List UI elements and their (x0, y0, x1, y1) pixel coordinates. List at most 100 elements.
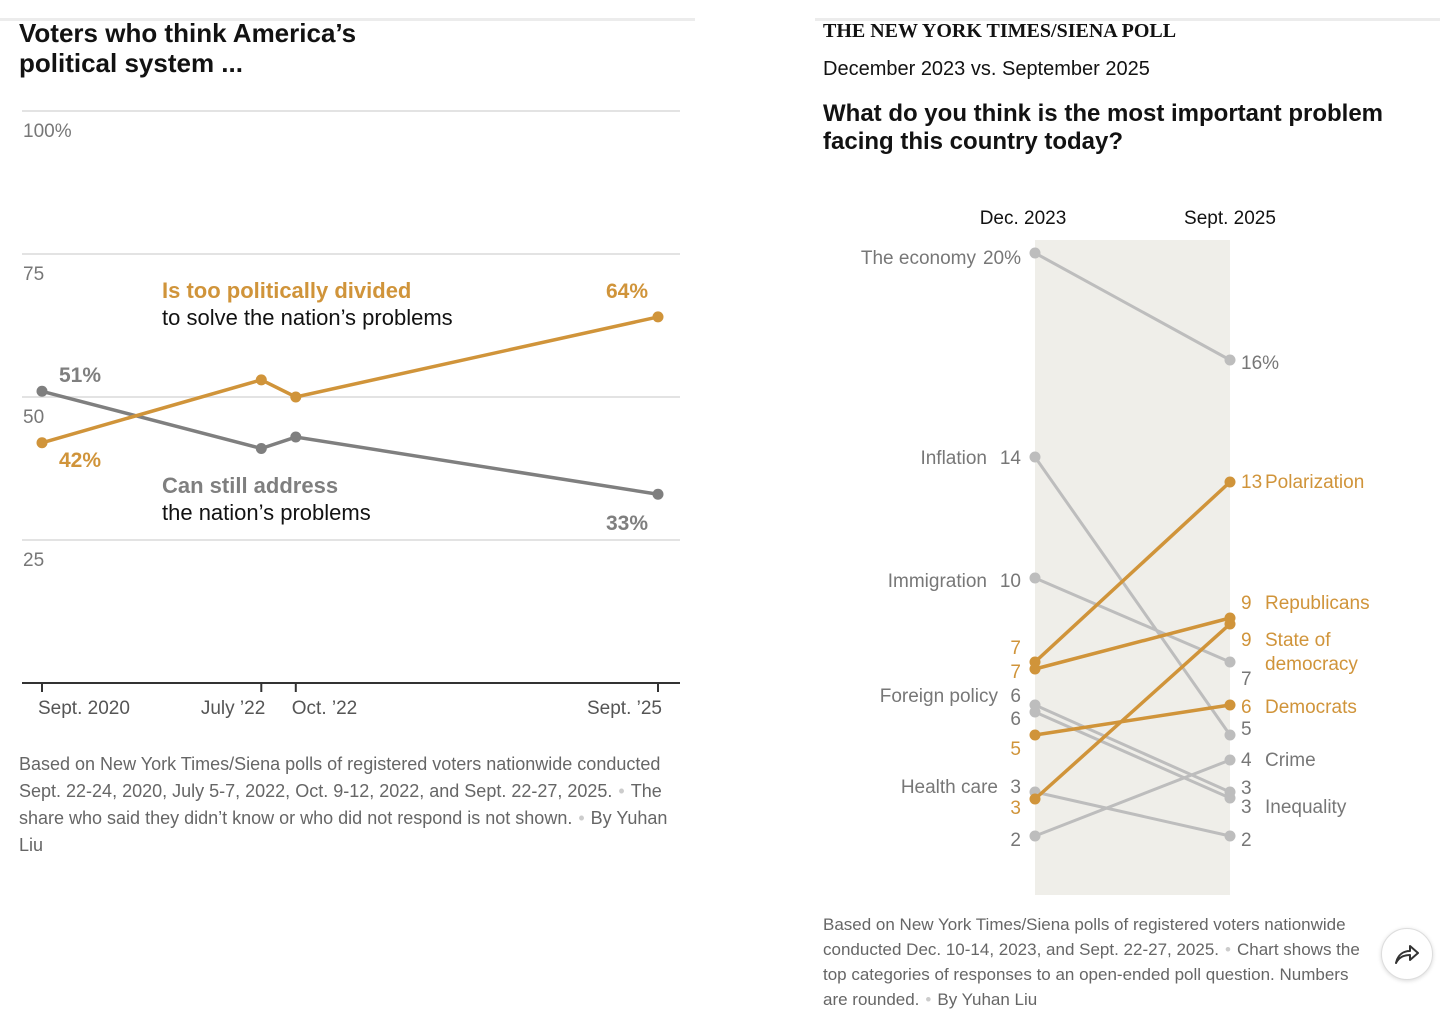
sept-point (1224, 792, 1236, 804)
gray-series-sublabel: the nation’s problems (162, 500, 371, 525)
dec-value-label: 20% (983, 248, 1021, 269)
dec-value-label: 3 (1010, 777, 1021, 798)
right-top-rule (815, 18, 1440, 21)
byline: By Yuhan Liu (937, 990, 1038, 1009)
note-text: Based on New York Times/Siena polls of r… (19, 754, 661, 801)
x-tick-label: July ’22 (201, 698, 265, 719)
data-point (255, 374, 267, 386)
data-point (652, 311, 664, 323)
gray-end-label: 33% (606, 512, 649, 535)
slope-line (1034, 790, 1231, 838)
category-label: Inflation (920, 448, 987, 469)
sept-value-label: 7 (1241, 669, 1252, 690)
sept-point (1224, 656, 1236, 668)
note-text: Based on New York Times/Siena polls of r… (823, 915, 1346, 959)
x-tick-label: Sept. ’25 (587, 698, 662, 719)
dec-value-label: 6 (1010, 709, 1021, 730)
dec-value-label: 2 (1010, 830, 1021, 851)
sept-point (1224, 354, 1236, 366)
slope-line (1034, 576, 1231, 664)
slope-line (1033, 480, 1232, 664)
slope-line (1034, 710, 1231, 800)
data-point (290, 431, 302, 443)
sept-value-label: 13 (1241, 472, 1262, 493)
data-point (36, 437, 48, 449)
left-line-chart: 100% 75 50 25 Sept. 2020 July ’22 Oct. ’22 Sept… (22, 110, 680, 719)
slope-line (1034, 703, 1231, 737)
left-chart-title: Voters who think America’s political sys… (19, 18, 357, 78)
category-label: Health care (901, 777, 998, 798)
y-tick-label: 50 (23, 407, 44, 428)
dec-value-label: 10 (1000, 571, 1021, 592)
right-source-note: Based on New York Times/Siena polls of r… (823, 915, 1360, 1009)
sept-point (1224, 729, 1236, 741)
column-header: Sept. 2025 (1184, 208, 1276, 229)
dec-value-label: 14 (1000, 448, 1022, 469)
slope-line (1034, 758, 1231, 838)
category-label: Democrats (1265, 697, 1357, 718)
category-label: Immigration (888, 571, 987, 592)
category-label: State of democracy (1265, 630, 1358, 675)
dec-point (1029, 451, 1041, 463)
sept-point (1224, 830, 1236, 842)
y-tick-label: 100% (23, 121, 72, 142)
period-band (1035, 240, 1230, 895)
category-label: The economy (861, 248, 977, 269)
kicker: THE NEW YORK TIMES/SIENA POLL (823, 20, 1177, 42)
series-line (41, 315, 659, 445)
share-button[interactable] (1381, 928, 1433, 980)
x-tick-label: Sept. 2020 (38, 698, 130, 719)
gray-series-label: Can still address (162, 473, 339, 498)
data-point (255, 442, 267, 454)
dec-value-label: 7 (1010, 638, 1021, 659)
dec-point (1029, 706, 1041, 718)
data-point (36, 385, 48, 397)
sept-value-label: 5 (1241, 719, 1252, 740)
sept-value-label: 3 (1241, 778, 1252, 799)
slope-subtitle: December 2023 vs. September 2025 (823, 58, 1150, 80)
orange-start-label: 42% (59, 449, 102, 472)
sept-value-label: 2 (1241, 830, 1252, 851)
sept-value-label: 16% (1241, 353, 1279, 374)
dec-point (1029, 729, 1041, 741)
category-label: Polarization (1265, 472, 1364, 493)
slope-title: What do you think is the most important … (823, 100, 1384, 155)
dec-value-label: 6 (1010, 686, 1021, 707)
category-label: Foreign policy (880, 686, 999, 707)
slope-line (1034, 616, 1231, 671)
sept-point (1224, 754, 1236, 766)
y-tick-label: 75 (23, 264, 44, 285)
sept-value-label: 4 (1241, 750, 1252, 771)
sept-value-label: 6 (1241, 697, 1252, 718)
sept-point (1224, 618, 1236, 630)
slope-line (1034, 251, 1231, 362)
sept-point (1224, 699, 1236, 711)
sept-value-label: 9 (1241, 630, 1252, 651)
slope-chart: Dec. 2023 Sept. 2025 20% The economy 16% 14 In… (861, 208, 1370, 895)
left-source-note: Based on New York Times/Siena polls of r… (19, 754, 668, 855)
sept-value-label: 3 (1241, 797, 1252, 818)
orange-series-label: Is too politically divided (162, 278, 412, 303)
column-header: Dec. 2023 (980, 208, 1067, 229)
note-text-2: Chart shows the top categories of respon… (823, 940, 1360, 1009)
y-tick-label: 25 (23, 550, 44, 571)
sept-value-label: 9 (1241, 593, 1252, 614)
series-line (41, 389, 659, 496)
left-top-rule (0, 18, 695, 21)
gray-start-label: 51% (59, 364, 102, 387)
dec-value-label: 3 (1010, 798, 1021, 819)
dec-point (1029, 247, 1041, 259)
data-point (652, 488, 664, 500)
data-point (290, 391, 302, 403)
dec-point (1029, 830, 1041, 842)
dec-point (1029, 572, 1041, 584)
orange-series-sublabel: to solve the nation’s problems (162, 305, 453, 330)
category-label: Republicans (1265, 593, 1370, 614)
sept-point (1224, 476, 1236, 488)
share-arrow-icon (1395, 945, 1419, 964)
note-text-2: The share who said they didn’t know or w… (19, 781, 662, 828)
byline: By Yuhan Liu (19, 808, 668, 855)
dec-value-label: 7 (1010, 662, 1021, 683)
category-label: Crime (1265, 750, 1316, 771)
slope-line (1033, 622, 1232, 801)
